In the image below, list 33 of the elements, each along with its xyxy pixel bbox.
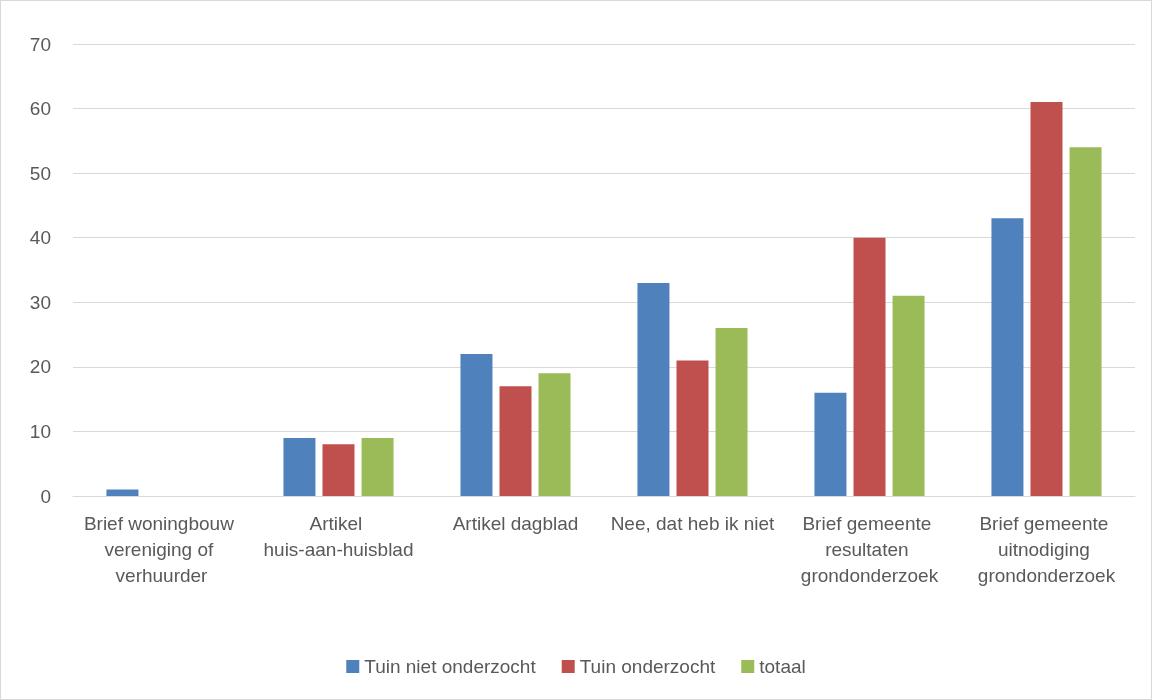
bar: [853, 237, 886, 496]
y-tick-label: 30: [29, 291, 51, 313]
bar: [715, 328, 748, 496]
bar: [814, 392, 847, 496]
x-tick-label: Brief gemeente uitnodiging grondonderzoek: [977, 512, 1116, 586]
bar: [460, 353, 493, 496]
bar: [361, 437, 394, 496]
y-tick-label: 40: [29, 227, 51, 249]
y-tick-label: 50: [29, 162, 51, 184]
x-tick-label: Brief gemeente resultaten grondonderzoek: [800, 512, 939, 586]
legend-label: Tuin onderzocht: [579, 656, 716, 677]
x-tick-label: Artikel huis-aan-huisblad: [263, 512, 414, 560]
x-tick-label: Nee, dat heb ik niet: [610, 512, 776, 534]
bar: [538, 373, 571, 496]
bar: [637, 282, 670, 496]
y-tick-label: 70: [29, 33, 51, 55]
legend-label: totaal: [759, 656, 806, 677]
bar: [106, 489, 139, 496]
bar: [1030, 102, 1063, 496]
legend-label: Tuin niet onderzocht: [364, 656, 537, 677]
x-tick-label: Brief woningbouw vereniging of verhuurder: [83, 512, 240, 586]
bar: [283, 437, 316, 496]
bar: [991, 218, 1024, 496]
bar: [499, 386, 532, 496]
bar: [1069, 147, 1102, 496]
x-tick-label: Artikel dagblad: [452, 512, 579, 534]
bar: [676, 360, 709, 496]
y-tick-label: 20: [29, 356, 51, 378]
y-tick-label: 60: [29, 98, 51, 120]
y-tick-label: 10: [29, 420, 51, 442]
bar: [322, 444, 355, 496]
bar: [892, 295, 925, 496]
y-tick-label: 0: [40, 485, 51, 507]
